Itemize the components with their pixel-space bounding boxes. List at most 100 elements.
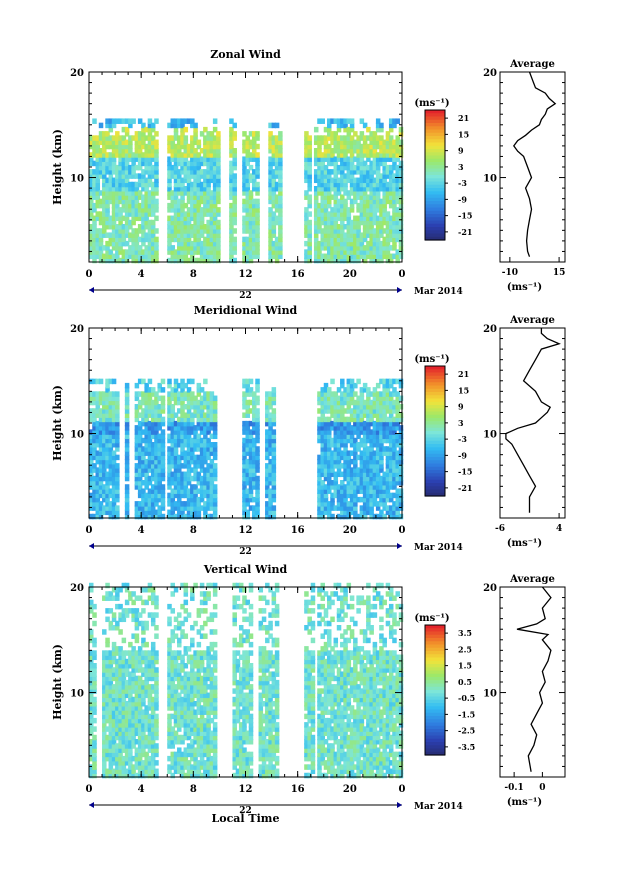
- heatmap-cell: [150, 458, 156, 465]
- heatmap-cell: [124, 425, 130, 431]
- heatmap-cell: [372, 437, 378, 444]
- heatmap-cell: [382, 420, 387, 427]
- heatmap-cell: [102, 717, 107, 724]
- heatmap-cell: [121, 156, 127, 162]
- heatmap-cell: [206, 202, 211, 209]
- heatmap-cell: [248, 450, 254, 456]
- heatmap-cell: [216, 224, 221, 230]
- heatmap-cell: [372, 236, 378, 243]
- heatmap-cell: [154, 186, 159, 192]
- heatmap-cell: [209, 484, 215, 490]
- heatmap-cell: [147, 391, 153, 397]
- heatmap-cell: [392, 399, 397, 406]
- heatmap-cell: [375, 118, 381, 124]
- heatmap-cell: [102, 692, 107, 699]
- heatmap-cell: [154, 190, 159, 196]
- heatmap-cell: [92, 173, 97, 179]
- heatmap-cell: [203, 257, 208, 264]
- heatmap-cell: [232, 240, 237, 247]
- heatmap-cell: [89, 513, 94, 520]
- heatmap-cell: [353, 454, 358, 461]
- heatmap-cell: [375, 399, 381, 406]
- y-tick-label: 10: [70, 174, 84, 185]
- heatmap-cell: [160, 387, 166, 393]
- heatmap-cell: [323, 458, 329, 465]
- heatmap-cell: [356, 496, 361, 503]
- heatmap-cell: [111, 496, 117, 503]
- heatmap-cell: [265, 437, 270, 444]
- heatmap-cell: [307, 236, 312, 243]
- heatmap-cell: [183, 240, 189, 247]
- heatmap-cell: [95, 399, 101, 406]
- heatmap-cell: [121, 650, 127, 656]
- heatmap-cell: [199, 395, 205, 402]
- heatmap-cell: [366, 458, 371, 465]
- heatmap-cell: [388, 126, 394, 133]
- heatmap-cell: [105, 404, 110, 410]
- heatmap-cell: [317, 488, 322, 494]
- heatmap-cell: [252, 224, 257, 230]
- heatmap-cell: [382, 181, 387, 188]
- heatmap-cell: [137, 705, 143, 711]
- heatmap-cell: [362, 450, 368, 456]
- heatmap-cell: [137, 701, 143, 707]
- heatmap-cell: [170, 437, 176, 444]
- heatmap-cell: [98, 475, 104, 482]
- heatmap-cell: [366, 467, 371, 473]
- heatmap-cell: [147, 202, 153, 209]
- heatmap-cell: [398, 492, 404, 499]
- heatmap-cell: [278, 186, 283, 192]
- heatmap-cell: [356, 228, 361, 234]
- heatmap-cell: [108, 215, 114, 222]
- heatmap-cell: [144, 458, 149, 465]
- heatmap-cell: [141, 253, 146, 260]
- heatmap-cell: [102, 768, 107, 775]
- heatmap-cell: [196, 446, 202, 452]
- heatmap-cell: [108, 692, 114, 699]
- colorbar-segment: [425, 149, 445, 153]
- heatmap-cell: [375, 467, 381, 473]
- heatmap-cell: [89, 245, 94, 251]
- heatmap-cell: [209, 135, 215, 141]
- heatmap-cell: [154, 429, 159, 435]
- heatmap-cell: [121, 135, 127, 141]
- heatmap-cell: [304, 249, 309, 255]
- heatmap-cell: [209, 253, 215, 260]
- heatmap-cell: [388, 190, 394, 196]
- heatmap-cell: [353, 391, 358, 397]
- heatmap-cell: [216, 148, 221, 154]
- heatmap-cell: [271, 194, 277, 200]
- heatmap-cell: [349, 391, 355, 397]
- heatmap-cell: [340, 186, 345, 192]
- heatmap-cell: [372, 458, 378, 465]
- average-x-tick-label: 15: [553, 268, 566, 278]
- heatmap-cell: [268, 148, 273, 154]
- heatmap-cell: [190, 496, 195, 503]
- heatmap-cell: [92, 688, 97, 694]
- heatmap-cell: [131, 152, 136, 158]
- heatmap-cell: [359, 181, 365, 188]
- heatmap-cell: [137, 463, 143, 469]
- heatmap-cell: [108, 764, 114, 770]
- heatmap-cell: [102, 450, 107, 456]
- heatmap-cell: [206, 152, 211, 158]
- heatmap-cell: [131, 135, 136, 141]
- heatmap-cell: [349, 118, 355, 124]
- heatmap-cell: [362, 152, 368, 158]
- heatmap-cell: [108, 181, 114, 188]
- heatmap-cell: [154, 467, 159, 473]
- heatmap-cell: [385, 404, 391, 410]
- heatmap-cell: [124, 257, 130, 264]
- heatmap-cell: [124, 505, 130, 511]
- heatmap-cell: [255, 378, 260, 385]
- heatmap-cell: [193, 458, 198, 465]
- heatmap-cell: [193, 152, 198, 158]
- heatmap-cell: [144, 463, 149, 469]
- heatmap-cell: [134, 253, 140, 260]
- heatmap-cell: [102, 152, 107, 158]
- heatmap-cell: [232, 135, 237, 141]
- heatmap-cell: [180, 391, 185, 397]
- heatmap-cell: [336, 416, 342, 423]
- heatmap-cell: [385, 253, 391, 260]
- heatmap-cell: [366, 463, 371, 469]
